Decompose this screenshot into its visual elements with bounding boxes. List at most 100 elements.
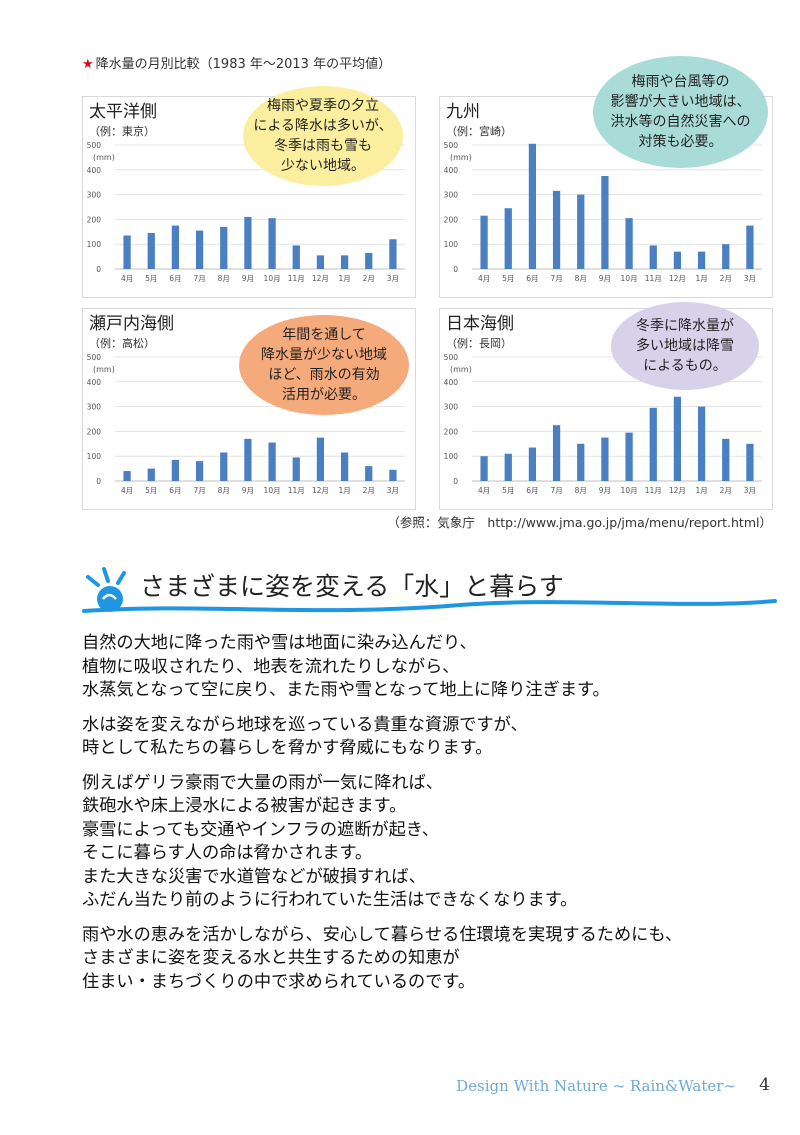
bar [220, 452, 228, 481]
x-tick-label: 1月 [695, 486, 707, 495]
bar [480, 456, 488, 481]
bar [123, 235, 131, 269]
bar [171, 225, 180, 269]
paragraph: 雨や水の恵みを活かしながら、安心して暮らせる住環境を実現するためにも、 さまざま… [82, 924, 683, 992]
note-bubble-sea-of-japan: 冬季に降水量が 多い地域は降雪 によるもの。 [611, 302, 759, 390]
x-tick-label: 6月 [169, 486, 181, 495]
y-tick-label: 200 [87, 427, 102, 436]
x-tick-label: 11月 [645, 274, 662, 283]
water-drop-icon [86, 567, 126, 612]
figure-title: ★ 降水量の月別比較（1983 年～2013 年の平均値） [82, 53, 391, 72]
chart-panel-sea-of-japan: 0 100 200 300 400 500 (mm) 4月 5月 6月 7月 8月 9月 10月 11月 12… [439, 308, 773, 510]
panel-example: （例：宮崎） [446, 125, 512, 138]
y-tick-label: 100 [444, 240, 459, 249]
bar [123, 471, 131, 481]
bar [673, 251, 682, 269]
footer-title: Design With Nature ~ Rain&Water~ [456, 1077, 736, 1095]
x-tick-label: 7月 [550, 274, 562, 283]
bar [268, 442, 276, 481]
bar [480, 215, 488, 269]
x-tick-label: 5月 [145, 486, 157, 495]
bar [552, 425, 561, 481]
x-tick-label: 12月 [669, 274, 686, 283]
page-number: 4 [759, 1075, 770, 1095]
panel-title: 九州 [446, 102, 480, 122]
panel-example: （例：東京） [89, 125, 155, 138]
x-tick-label: 3月 [744, 486, 756, 495]
bar [316, 437, 325, 481]
y-tick-label: 400 [444, 166, 459, 175]
bar [697, 406, 706, 481]
x-tick-label: 8月 [218, 486, 230, 495]
chart-kyushu: 0 100 200 300 400 500 (mm) 4月 5月 6月 7月 8月 9月 10月 11月 12… [444, 141, 762, 283]
bar [268, 218, 276, 269]
bar [577, 194, 585, 269]
bar [649, 245, 657, 269]
bar [244, 438, 252, 481]
bar [365, 252, 373, 269]
x-tick-label: 2月 [363, 486, 375, 495]
bar [340, 452, 349, 481]
bar [746, 225, 754, 269]
note-text: 冬季に降水量が 多い地域は降雪 によるもの。 [636, 318, 734, 374]
bar [389, 239, 397, 269]
x-tick-label: 5月 [502, 486, 514, 495]
y-tick-label: 300 [87, 403, 102, 412]
panel-example: （例：高松） [89, 337, 155, 350]
bar [528, 143, 537, 269]
bar [722, 438, 730, 481]
bar [528, 447, 537, 481]
paragraph: 例えばゲリラ豪雨で大量の雨が一気に降れば、 鉄砲水や床上浸水による被害が起きます… [82, 772, 578, 911]
bar [244, 216, 252, 269]
x-tick-label: 2月 [720, 486, 732, 495]
x-tick-label: 5月 [502, 274, 514, 283]
y-tick-label: 200 [444, 427, 459, 436]
x-tick-label: 9月 [599, 274, 611, 283]
bar [577, 443, 585, 481]
chart-pacific: 0 100 200 300 400 500 (mm) 4月 5月 6月 7月 8月 9月 10月 11月 12… [87, 141, 405, 283]
y-tick-label: 100 [87, 452, 102, 461]
y-tick-label: 100 [444, 452, 459, 461]
y-tick-label: 500 [87, 353, 102, 362]
bar [722, 244, 730, 269]
x-tick-label: 12月 [669, 486, 686, 495]
x-tick-label: 8月 [575, 274, 587, 283]
x-tick-label: 10月 [621, 486, 638, 495]
bar [649, 407, 657, 481]
bar [292, 457, 300, 481]
x-tick-label: 6月 [526, 486, 538, 495]
bar [365, 466, 373, 481]
y-tick-label: 500 [87, 141, 102, 150]
bar [147, 233, 155, 269]
bar [195, 461, 204, 481]
y-unit-label: (mm) [93, 365, 115, 374]
y-unit-label: (mm) [450, 365, 472, 374]
bar [601, 176, 609, 269]
note-text: 年間を通して 降水量が少ない地域 ほど、雨水の有効 活用が必要。 [261, 327, 387, 403]
bar [552, 190, 561, 269]
y-tick-label: 400 [87, 378, 102, 387]
y-tick-label: 400 [444, 378, 459, 387]
y-tick-label: 0 [453, 265, 458, 274]
y-unit-label: (mm) [450, 153, 472, 162]
panel-title: 日本海側 [446, 314, 514, 334]
x-tick-label: 8月 [218, 274, 230, 283]
section-heading: さまざまに姿を変える「水」と暮らす [140, 572, 564, 601]
note-bubble-pacific: 梅雨や夏季の夕立 による降水は多いが、 冬季は雨も雪も 少ない地域。 [243, 86, 403, 186]
y-tick-label: 200 [87, 215, 102, 224]
x-tick-label: 7月 [550, 486, 562, 495]
x-tick-label: 2月 [363, 274, 375, 283]
bar [389, 469, 397, 481]
y-tick-label: 0 [96, 265, 101, 274]
x-tick-label: 7月 [193, 486, 205, 495]
x-tick-label: 6月 [169, 274, 181, 283]
chart-sea-of-japan: 0 100 200 300 400 500 (mm) 4月 5月 6月 7月 8月 9月 10月 11月 12… [444, 353, 762, 495]
x-tick-label: 10月 [264, 486, 281, 495]
bar [673, 396, 682, 481]
x-tick-label: 10月 [264, 274, 281, 283]
y-tick-label: 300 [87, 191, 102, 200]
x-tick-label: 12月 [312, 486, 329, 495]
bar [601, 437, 609, 481]
x-tick-label: 4月 [121, 274, 133, 283]
x-tick-label: 9月 [599, 486, 611, 495]
